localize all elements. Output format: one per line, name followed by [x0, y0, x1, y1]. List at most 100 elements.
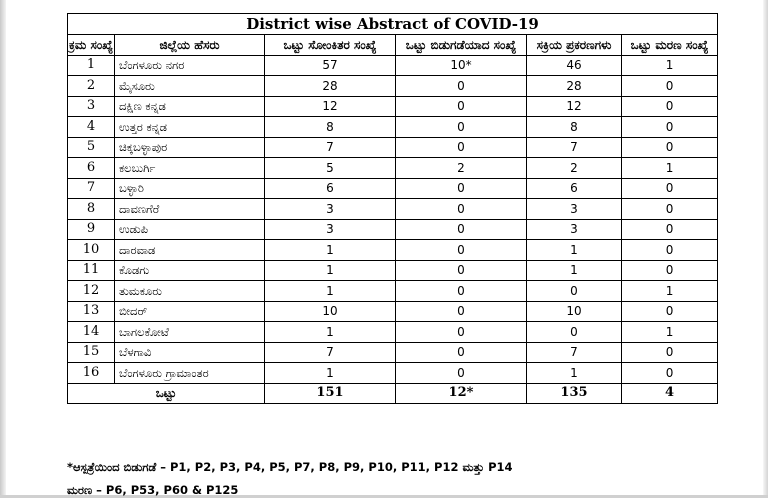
cell-serial: 16: [67, 362, 115, 384]
header-discharged: ಒಟ್ಟು ಬಿಡುಗಡೆಯಾದ ಸಂಖ್ಯೆ: [395, 34, 527, 56]
cell-district: ಬಾಗಲಕೋಟೆ: [114, 321, 265, 343]
table-row: 15 ಬೆಳಗಾವಿ 7 0 7 0: [67, 341, 719, 363]
cell-serial: 5: [67, 136, 115, 158]
table-body: 1 ಬೆಂಗಳೂರು ನಗರ 57 10* 46 1 2 ಮೈಸೂರು 28 0 28 0 3 ದಕ್…: [67, 54, 719, 404]
cell-total: 3: [264, 198, 396, 220]
cell-active: 1: [526, 239, 622, 261]
cell-serial: 1: [67, 54, 115, 76]
cell-deaths: 0: [620, 300, 719, 322]
table-row: 1 ಬೆಂಗಳೂರು ನಗರ 57 10* 46 1: [67, 54, 719, 76]
cell-discharged: 10*: [395, 54, 527, 76]
totals-label: ಒಟ್ಟು: [67, 382, 265, 404]
cell-total: 1: [264, 362, 396, 384]
table-row: 9 ಉಡುಪಿ 3 0 3 0: [67, 218, 719, 240]
bottom-edge-shadow: [0, 495, 768, 498]
cell-discharged: 0: [395, 75, 527, 97]
cell-discharged: 0: [395, 362, 527, 384]
table-row: 7 ಬಳ್ಳಾರಿ 6 0 6 0: [67, 177, 719, 199]
cell-active: 3: [526, 218, 622, 240]
table-row: 2 ಮೈಸೂರು 28 0 28 0: [67, 75, 719, 97]
cell-serial: 7: [67, 177, 115, 199]
table-row: 4 ಉತ್ತರ ಕನ್ನಡ 8 0 8 0: [67, 116, 719, 138]
cell-district: ಚಿಕ್ಕಬಳ್ಳಾಪುರ: [114, 136, 265, 158]
cell-serial: 8: [67, 198, 115, 220]
footnotes: *ಆಸ್ಪತ್ರೆಯಿಂದ ಬಿಡುಗಡೆ – P1, P2, P3, P4, …: [67, 456, 513, 502]
cell-deaths: 1: [620, 54, 719, 76]
cell-discharged: 2: [395, 157, 527, 179]
cell-serial: 4: [67, 116, 115, 138]
cell-district: ಉಡುಪಿ: [114, 218, 265, 240]
cell-serial: 10: [67, 239, 115, 261]
cell-serial: 12: [67, 280, 115, 302]
table-row: 8 ದಾವಣಗೆರೆ 3 0 3 0: [67, 198, 719, 220]
cell-district: ಮೈಸೂರು: [114, 75, 265, 97]
cell-total: 57: [264, 54, 396, 76]
cell-discharged: 0: [395, 95, 527, 117]
table-row: 3 ದಕ್ಷಿಣ ಕನ್ನಡ 12 0 12 0: [67, 95, 719, 117]
cell-deaths: 0: [620, 362, 719, 384]
cell-discharged: 0: [395, 116, 527, 138]
cell-active: 8: [526, 116, 622, 138]
right-edge-shadow: [763, 0, 768, 498]
cell-district: ಬಳ್ಳಾರಿ: [114, 177, 265, 199]
cell-serial: 15: [67, 341, 115, 363]
header-row: ಕ್ರಮ ಸಂಖ್ಯೆ ಜಿಲ್ಲೆಯ ಹೆಸರು ಒಟ್ಟು ಸೋಂಕಿತರ …: [67, 34, 719, 56]
header-district: ಜಿಲ್ಲೆಯ ಹೆಸರು: [114, 34, 265, 56]
header-deaths: ಒಟ್ಟು ಮರಣ ಸಂಖ್ಯೆ: [620, 34, 719, 56]
cell-deaths: 1: [620, 321, 719, 343]
cell-active: 6: [526, 177, 622, 199]
table-row: 14 ಬಾಗಲಕೋಟೆ 1 0 0 1: [67, 321, 719, 343]
cell-deaths: 0: [620, 116, 719, 138]
table-row: 6 ಕಲಬುರ್ಗಿ 5 2 2 1: [67, 157, 719, 179]
totals-row: ಒಟ್ಟು 151 12* 135 4: [67, 382, 719, 404]
cell-total: 6: [264, 177, 396, 199]
cell-active: 46: [526, 54, 622, 76]
cell-district: ಕೊಡಗು: [114, 259, 265, 281]
table-row: 11 ಕೊಡಗು 1 0 1 0: [67, 259, 719, 281]
header-total-infected: ಒಟ್ಟು ಸೋಂಕಿತರ ಸಂಖ್ಯೆ: [264, 34, 396, 56]
covid-district-table: District wise Abstract of COVID-19 ಕ್ರಮ …: [66, 13, 719, 404]
cell-active: 10: [526, 300, 622, 322]
cell-total: 10: [264, 300, 396, 322]
cell-active: 1: [526, 362, 622, 384]
cell-total: 7: [264, 341, 396, 363]
cell-discharged: 0: [395, 321, 527, 343]
cell-total: 7: [264, 136, 396, 158]
cell-deaths: 0: [620, 198, 719, 220]
cell-district: ಕಲಬುರ್ಗಿ: [114, 157, 265, 179]
cell-total: 8: [264, 116, 396, 138]
cell-total: 1: [264, 259, 396, 281]
cell-district: ದಾವಣಗೆರೆ: [114, 198, 265, 220]
table-row: 16 ಬೆಂಗಳೂರು ಗ್ರಾಮಾಂತರ 1 0 1 0: [67, 362, 719, 384]
cell-active: 1: [526, 259, 622, 281]
cell-active: 0: [526, 280, 622, 302]
totals-discharged: 12*: [395, 382, 527, 404]
table-row: 13 ಬೀದರ್ 10 0 10 0: [67, 300, 719, 322]
cell-active: 7: [526, 136, 622, 158]
cell-active: 12: [526, 95, 622, 117]
cell-deaths: 0: [620, 75, 719, 97]
cell-active: 7: [526, 341, 622, 363]
cell-total: 1: [264, 280, 396, 302]
cell-active: 28: [526, 75, 622, 97]
cell-district: ದಾರವಾಡ: [114, 239, 265, 261]
cell-serial: 13: [67, 300, 115, 322]
cell-deaths: 0: [620, 218, 719, 240]
cell-deaths: 0: [620, 341, 719, 363]
cell-active: 0: [526, 321, 622, 343]
cell-deaths: 0: [620, 259, 719, 281]
cell-serial: 3: [67, 95, 115, 117]
table-row: 5 ಚಿಕ್ಕಬಳ್ಳಾಪುರ 7 0 7 0: [67, 136, 719, 158]
cell-deaths: 0: [620, 136, 719, 158]
cell-district: ಬೆಂಗಳೂರು ಗ್ರಾಮಾಂತರ: [114, 362, 265, 384]
cell-total: 5: [264, 157, 396, 179]
cell-total: 3: [264, 218, 396, 240]
cell-total: 28: [264, 75, 396, 97]
totals-active: 135: [526, 382, 622, 404]
cell-deaths: 0: [620, 177, 719, 199]
table-row: 12 ತುಮಕೂರು 1 0 0 1: [67, 280, 719, 302]
cell-deaths: 0: [620, 95, 719, 117]
cell-district: ದಕ್ಷಿಣ ಕನ್ನಡ: [114, 95, 265, 117]
cell-discharged: 0: [395, 177, 527, 199]
cell-discharged: 0: [395, 198, 527, 220]
